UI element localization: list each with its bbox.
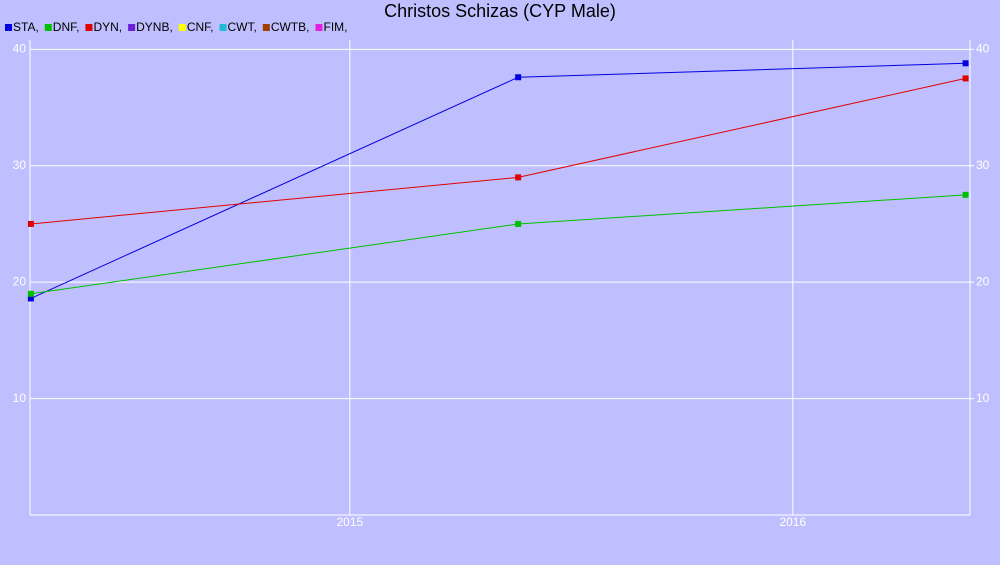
point-marker: [515, 174, 522, 181]
point-marker: [515, 220, 522, 227]
point-marker: [27, 220, 34, 227]
y2-tick-label: 30: [976, 158, 990, 172]
legend-label: DYNB,: [136, 20, 173, 34]
legend-swatch: [44, 24, 52, 31]
legend-swatch: [178, 24, 186, 31]
series-line: [30, 77, 966, 225]
legend-label: CWT,: [227, 20, 256, 34]
y2-tick-label: 10: [976, 391, 990, 405]
point-marker: [962, 191, 969, 198]
y-tick-label: 10: [13, 391, 27, 405]
point-marker: [515, 74, 522, 81]
legend-swatch: [219, 24, 227, 31]
legend-label: CWTB,: [271, 20, 310, 34]
legend-label: DNF,: [53, 20, 80, 34]
point-marker: [27, 290, 34, 297]
legend-label: CNF,: [187, 20, 214, 34]
point-marker: [962, 75, 969, 82]
series-line: [30, 62, 966, 299]
x-tick-label: 2016: [779, 515, 806, 529]
series-line: [30, 194, 966, 295]
y-tick-label: 40: [13, 41, 27, 55]
legend-label: DYN,: [93, 20, 122, 34]
point-marker: [27, 295, 34, 302]
legend-swatch: [5, 24, 12, 31]
legend-swatch: [262, 24, 270, 31]
legend-label: FIM,: [323, 20, 347, 34]
point-marker: [962, 60, 969, 67]
legend-swatch: [85, 24, 93, 31]
y2-tick-label: 20: [976, 274, 990, 288]
y-tick-label: 30: [13, 158, 27, 172]
legend-swatch: [128, 24, 136, 31]
chart-title: Christos Schizas (CYP Male): [384, 1, 616, 21]
x-tick-label: 2015: [336, 515, 363, 529]
legend-label: STA,: [13, 20, 39, 34]
y2-tick-label: 40: [976, 41, 990, 55]
legend-swatch: [315, 24, 323, 31]
y-tick-label: 20: [13, 274, 27, 288]
